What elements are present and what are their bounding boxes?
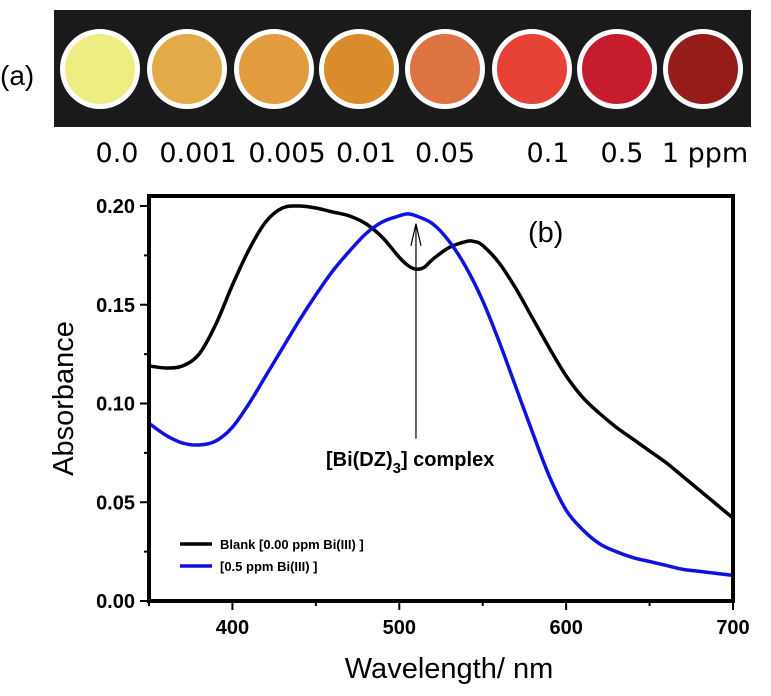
concentration-label: 0.005 <box>248 138 326 169</box>
color-well <box>492 29 572 109</box>
legend-label: [0.5 ppm Bi(III) ] <box>220 559 318 574</box>
color-well <box>147 29 227 109</box>
y-tick-label: 0.20 <box>96 196 135 218</box>
y-tick-label: 0.00 <box>96 591 135 613</box>
y-axis-title: Absorbance <box>48 321 80 476</box>
concentration-label: 0.0 <box>95 138 139 169</box>
concentration-label: 0.1 <box>526 138 570 169</box>
series-line-1 <box>147 212 734 578</box>
color-well <box>234 29 314 109</box>
concentration-label: 0.01 <box>335 138 397 169</box>
plot-frame <box>147 194 735 603</box>
color-well <box>405 29 485 109</box>
color-well <box>577 29 657 109</box>
y-tick-label: 0.15 <box>96 295 135 317</box>
panel-a-label: (a) <box>0 60 35 91</box>
series-line-0 <box>148 204 735 520</box>
panel-b-label: (b) <box>528 217 563 249</box>
y-tick-label: 0.05 <box>96 492 135 514</box>
concentration-label: 0.5 <box>600 138 644 169</box>
color-well <box>663 29 743 109</box>
concentration-label: 1 ppm <box>661 138 749 169</box>
annotation-arrowhead <box>410 223 422 246</box>
x-tick-label: 700 <box>716 617 749 639</box>
color-well <box>60 29 140 109</box>
x-tick-label: 600 <box>549 617 582 639</box>
color-well <box>319 29 399 109</box>
color-well-strip <box>54 10 751 127</box>
x-tick-label: 400 <box>216 617 249 639</box>
x-axis-title: Wavelength/ nm <box>345 653 553 685</box>
legend-label: Blank [0.00 ppm Bi(III) ] <box>220 537 364 552</box>
x-tick-label: 500 <box>383 617 416 639</box>
concentration-label: 0.05 <box>414 138 476 169</box>
absorbance-spectrum-chart: 400 500 600 700 0.00 0.05 0.10 0.15 0.20 Waveleng… <box>48 194 750 685</box>
concentration-label: 0.001 <box>159 138 237 169</box>
annotation-label: [Bi(DZ)3] complex <box>326 449 494 477</box>
y-tick-label: 0.10 <box>96 394 135 416</box>
